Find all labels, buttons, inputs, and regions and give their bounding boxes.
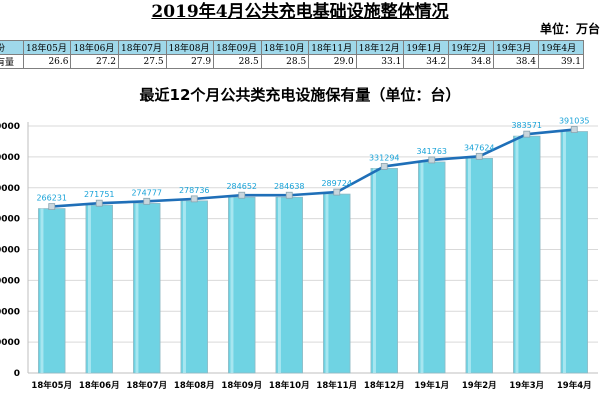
y-tick-label: 150000 <box>0 276 20 286</box>
bar-highlight <box>182 200 186 373</box>
summary-table: 月份 18年05月 18年06月 18年07月 18年08月 18年09月 18… <box>0 40 585 69</box>
data-label: 289724 <box>321 179 352 188</box>
x-tick-label: 18年06月 <box>79 380 120 391</box>
header-cell: 18年10月 <box>260 40 310 55</box>
header-cell: 19年1月 <box>403 40 450 55</box>
bar-highlight <box>230 197 234 373</box>
bar-highlight <box>40 208 44 373</box>
header-cell: 19年3月 <box>493 40 539 55</box>
page-title: 2019年4月公共充电基础设施整体情况 <box>151 2 449 22</box>
value-cell: 28.5 <box>260 54 310 69</box>
line-marker <box>238 191 246 199</box>
bar-highlight <box>420 161 424 373</box>
x-tick-label: 18年08月 <box>174 380 215 391</box>
line-marker <box>48 203 56 211</box>
y-tick-label: 100000 <box>0 307 20 317</box>
value-cell: 27.9 <box>165 54 215 69</box>
y-tick-label: 300000 <box>0 184 20 194</box>
bar-highlight <box>562 131 566 373</box>
data-label: 383571 <box>511 121 542 130</box>
bar-highlight <box>135 203 139 373</box>
value-cell: 33.1 <box>355 54 405 69</box>
data-label: 284652 <box>226 182 257 191</box>
data-label: 284638 <box>274 182 305 191</box>
y-tick-label: 50000 <box>0 338 20 348</box>
value-cell: 27.5 <box>118 54 167 69</box>
header-cell: 18年12月 <box>355 40 405 55</box>
header-cell: 18年08月 <box>165 40 215 55</box>
bar-highlight <box>325 194 329 373</box>
data-label: 391035 <box>559 117 590 126</box>
y-tick-label: 0 <box>14 369 20 379</box>
table-header-row: 月份 18年05月 18年06月 18年07月 18年08月 18年09月 18… <box>0 40 585 55</box>
unit-label: 单位：万台 <box>539 22 600 36</box>
data-label: 274777 <box>131 188 162 197</box>
line-marker <box>95 199 103 207</box>
row-label-cell: 保有量 <box>0 54 24 69</box>
value-cell: 34.8 <box>448 54 495 69</box>
value-cell: 29.0 <box>308 54 357 69</box>
data-label: 331294 <box>369 153 400 162</box>
x-tick-label: 18年10月 <box>269 380 310 391</box>
y-tick-label: 400000 <box>0 122 20 132</box>
header-cell: 18年11月 <box>308 40 357 55</box>
series-line <box>51 128 575 208</box>
y-tick-label: 350000 <box>0 153 20 163</box>
value-cell: 39.1 <box>537 54 585 69</box>
value-cell: 27.2 <box>70 54 120 69</box>
value-cell: 34.2 <box>403 54 450 69</box>
line-marker <box>333 188 341 196</box>
data-label: 278736 <box>179 186 210 195</box>
bar-highlight <box>515 136 519 373</box>
x-tick-label: 18年09月 <box>221 380 262 391</box>
data-label: 271751 <box>84 190 115 199</box>
y-tick-label: 200000 <box>0 246 20 256</box>
header-cell: 19年4月 <box>537 40 585 55</box>
x-tick-label: 19年1月 <box>414 380 449 391</box>
x-tick-label: 18年11月 <box>316 380 357 391</box>
data-label: 341763 <box>416 147 447 156</box>
y-tick-label: 250000 <box>0 215 20 225</box>
header-cell: 18年06月 <box>70 40 120 55</box>
table-row: 保有量 26.6 27.2 27.5 27.9 28.5 28.5 29.0 3… <box>0 54 585 69</box>
header-cell: 18年07月 <box>118 40 167 55</box>
bar-highlight <box>467 158 471 373</box>
x-tick-label: 19年4月 <box>557 380 592 391</box>
bar-line-chart: 0 50000 100000 150000 200000 250000 300000 3500… <box>0 117 598 391</box>
header-cell: 19年2月 <box>448 40 495 55</box>
header-cell: 18年05月 <box>22 40 72 55</box>
bar-highlight <box>372 168 376 373</box>
chart-title: 最近12个月公共类充电设施保有量（单位：台） <box>139 86 461 104</box>
bar-highlight <box>87 205 91 373</box>
x-tick-label: 18年12月 <box>364 380 405 391</box>
line-marker <box>570 126 578 133</box>
line-marker <box>285 191 293 199</box>
x-tick-label: 18年07月 <box>126 380 167 391</box>
line-marker <box>190 195 198 203</box>
value-cell: 28.5 <box>213 54 262 69</box>
line-marker <box>380 163 388 170</box>
line-marker <box>523 130 531 138</box>
x-tick-label: 19年3月 <box>509 380 544 391</box>
x-tick-label: 19年2月 <box>462 380 497 391</box>
data-label: 266231 <box>36 194 67 203</box>
value-cell: 26.6 <box>22 54 72 69</box>
value-cell: 38.4 <box>493 54 539 69</box>
header-cell: 18年09月 <box>213 40 262 55</box>
bar-highlight <box>277 197 281 373</box>
line-marker <box>428 156 436 164</box>
line-marker <box>143 197 151 205</box>
data-label: 347624 <box>464 143 495 152</box>
header-cell: 月份 <box>0 40 24 55</box>
line-marker <box>475 152 483 160</box>
x-tick-label: 18年05月 <box>31 380 72 391</box>
